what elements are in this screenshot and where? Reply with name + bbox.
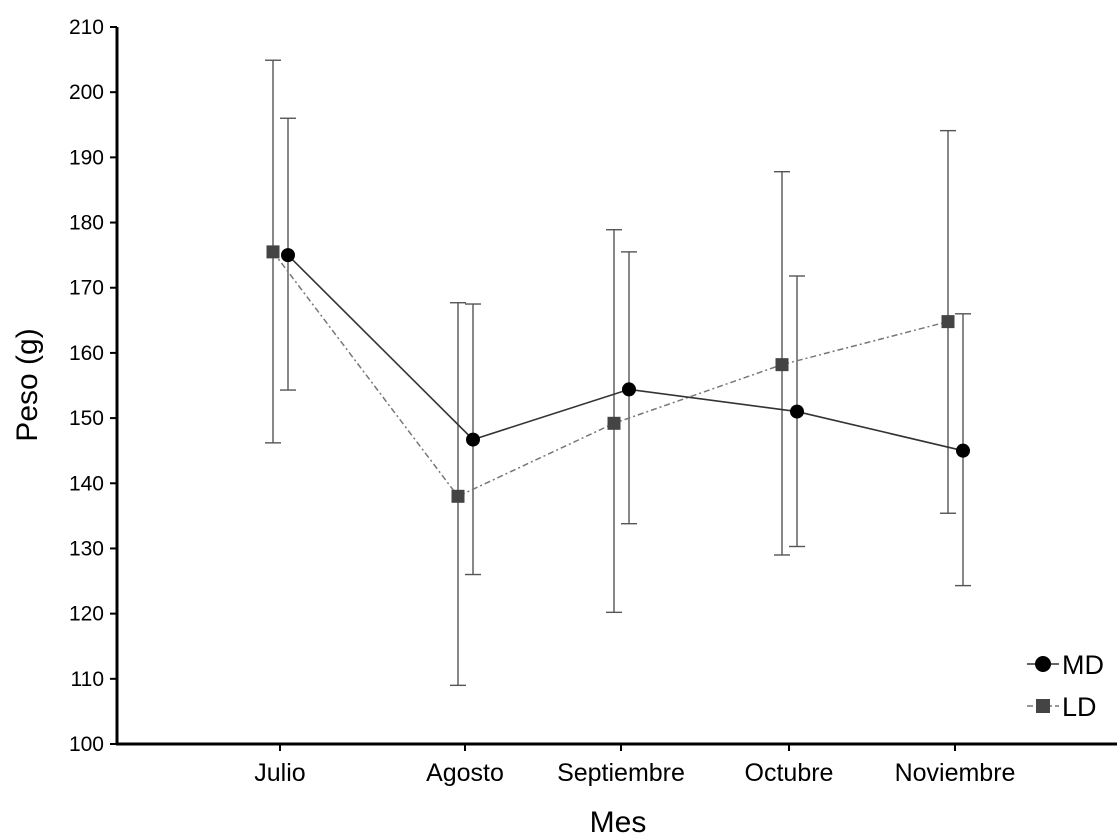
data-point-ld <box>451 489 465 503</box>
y-tick-label: 180 <box>69 212 104 235</box>
legend: MD LD <box>1027 650 1104 722</box>
y-tick-label: 150 <box>69 407 104 430</box>
data-point-md <box>281 248 295 263</box>
x-tick-label: Agosto <box>426 759 504 787</box>
x-tick-label: Julio <box>254 759 305 787</box>
data-point-ld <box>607 416 621 430</box>
data-point-md <box>466 432 480 447</box>
error-bars <box>265 59 971 687</box>
y-tick-label: 140 <box>69 472 104 495</box>
data-point-ld <box>941 315 955 329</box>
y-tick-label: 130 <box>69 537 104 560</box>
y-tick-label: 110 <box>71 668 104 691</box>
data-point-md <box>622 382 636 397</box>
x-tick-label: Octubre <box>745 759 834 787</box>
x-tick-label: Septiembre <box>557 759 685 787</box>
legend-label-md: MD <box>1062 650 1104 680</box>
data-point-md <box>790 404 804 419</box>
data-point-ld <box>775 358 789 372</box>
series-markers <box>266 245 970 503</box>
axis-labels: Mes Peso (g) <box>11 328 646 838</box>
series-line-ld <box>272 251 949 498</box>
x-axis-title: Mes <box>590 806 647 838</box>
y-tick-label: 190 <box>69 146 104 169</box>
y-tick-label: 200 <box>69 81 104 104</box>
legend-marker-ld <box>1036 699 1050 713</box>
legend-label-ld: LD <box>1062 692 1097 722</box>
y-tick-label: 120 <box>69 603 104 626</box>
y-tick-label: 160 <box>69 342 104 365</box>
x-tick-label: Noviembre <box>895 759 1016 787</box>
data-point-md <box>956 443 970 458</box>
y-axis-title: Peso (g) <box>11 328 44 441</box>
data-point-ld <box>266 245 280 259</box>
series-lines <box>272 251 964 498</box>
y-tick-label: 100 <box>69 733 104 756</box>
y-tick-label: 170 <box>69 277 104 300</box>
legend-marker-md <box>1035 656 1051 672</box>
axes: 100 110 120 130 140 150 160 170 180 190 200 210 Juli… <box>69 16 1117 787</box>
series-line-md <box>287 254 964 452</box>
y-tick-label: 210 <box>69 16 104 39</box>
